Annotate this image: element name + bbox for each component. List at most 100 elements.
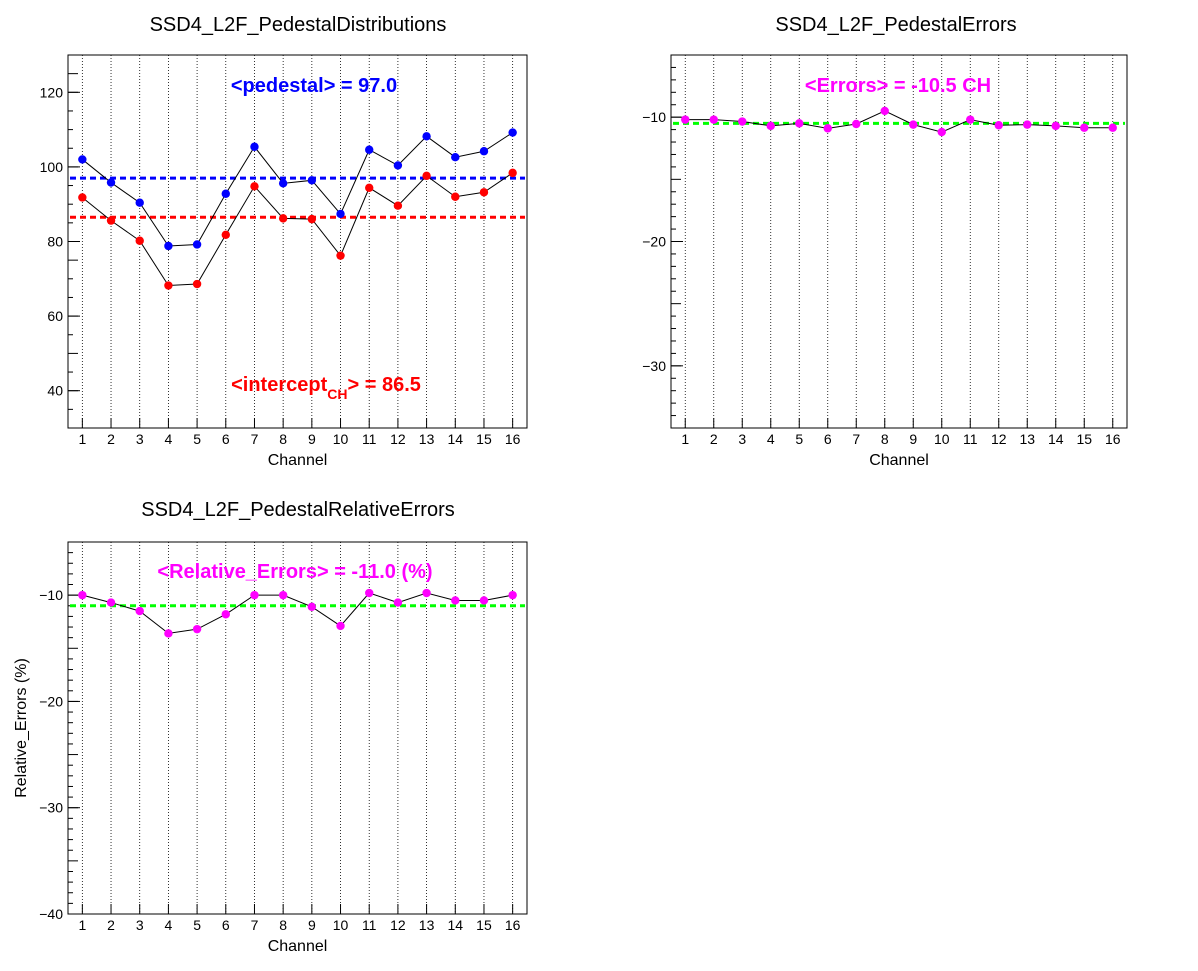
x-tick-label: 5	[795, 431, 803, 447]
x-tick-label: 2	[107, 917, 115, 933]
x-tick-label: 11	[963, 431, 978, 447]
annotation: <pedestal> = 97.0	[231, 75, 397, 97]
data-point	[393, 598, 403, 607]
data-point	[479, 188, 489, 197]
plot-frame	[670, 54, 1128, 429]
data-point	[78, 155, 87, 164]
x-tick-label: 3	[738, 431, 746, 447]
data-point	[278, 179, 288, 188]
x-tick-label: 13	[419, 431, 435, 447]
chart-title: SSD4_L2F_PedestalErrors	[775, 14, 1016, 36]
data-point	[135, 236, 144, 245]
data-point	[307, 176, 317, 185]
y-tick-label: −30	[39, 800, 63, 816]
y-tick-label: −20	[642, 234, 666, 250]
y-tick-label: −10	[39, 587, 63, 603]
annotation: <Errors> = -10.5 CH	[805, 75, 991, 97]
x-tick-label: 9	[308, 917, 316, 933]
x-tick-label: 12	[390, 917, 406, 933]
data-point	[1108, 123, 1117, 132]
data-point	[508, 128, 517, 137]
x-tick-label: 13	[1019, 431, 1035, 447]
x-tick-label: 6	[824, 431, 832, 447]
chart-title: SSD4_L2F_PedestalRelativeErrors	[141, 499, 455, 521]
data-point	[681, 115, 690, 124]
data-point	[278, 590, 288, 600]
data-point	[250, 142, 259, 151]
data-point	[479, 147, 489, 156]
data-point	[221, 189, 230, 198]
data-point	[365, 588, 374, 598]
y-tick-label: −40	[39, 906, 63, 922]
data-point	[336, 209, 345, 219]
series-line	[685, 110, 1113, 133]
x-tick-label: 4	[767, 431, 775, 447]
x-tick-label: 1	[681, 431, 689, 447]
x-axis-title: Channel	[268, 452, 328, 469]
data-point	[307, 214, 317, 224]
annotation: <Relative_Errors> = -11.0 (%)	[157, 561, 432, 583]
x-tick-label: 3	[136, 917, 144, 933]
x-tick-label: 13	[419, 917, 435, 933]
data-point	[451, 596, 460, 605]
x-tick-label: 16	[1105, 431, 1121, 447]
x-tick-label: 2	[710, 431, 718, 447]
data-point	[508, 590, 517, 600]
x-tick-label: 16	[505, 917, 521, 933]
plot-frame	[67, 541, 528, 915]
y-axis-title: Relative_Errors (%)	[13, 658, 30, 798]
x-tick-label: 11	[362, 431, 377, 447]
y-tick-label: 100	[40, 159, 64, 175]
annotation: <interceptCH> = 86.5	[231, 374, 421, 402]
data-point	[1023, 120, 1032, 129]
data-point	[221, 610, 230, 619]
x-tick-label: 10	[934, 431, 950, 447]
x-tick-label: 5	[193, 917, 201, 933]
x-tick-label: 4	[165, 431, 173, 447]
data-point	[221, 230, 230, 239]
data-point	[451, 192, 460, 201]
data-point	[135, 606, 144, 616]
x-tick-label: 15	[476, 917, 492, 933]
data-point	[365, 145, 374, 154]
data-point	[738, 117, 747, 126]
y-tick-label: −20	[39, 693, 63, 709]
data-point	[336, 621, 345, 631]
data-point	[966, 115, 975, 124]
x-tick-label: 12	[390, 431, 406, 447]
series-line	[82, 132, 513, 247]
x-tick-label: 7	[251, 917, 259, 933]
data-point	[1080, 123, 1089, 132]
y-tick-label: 80	[47, 234, 63, 250]
x-tick-label: 4	[165, 917, 173, 933]
data-point	[766, 121, 775, 131]
data-point	[250, 590, 259, 600]
x-tick-label: 10	[333, 431, 349, 447]
data-point	[795, 119, 804, 128]
data-point	[393, 201, 403, 210]
data-point	[336, 251, 345, 260]
x-tick-label: 1	[78, 431, 86, 447]
x-tick-label: 8	[881, 431, 889, 447]
x-tick-label: 6	[222, 431, 230, 447]
data-point	[909, 120, 918, 129]
x-tick-label: 10	[333, 917, 349, 933]
data-point	[106, 598, 116, 607]
data-point	[164, 281, 173, 290]
data-point	[106, 178, 116, 187]
data-point	[164, 629, 173, 638]
data-point	[422, 132, 431, 141]
x-tick-label: 14	[447, 917, 463, 933]
data-point	[192, 240, 202, 249]
data-point	[192, 279, 202, 289]
x-tick-label: 9	[308, 431, 316, 447]
data-point	[164, 241, 173, 251]
data-point	[709, 115, 718, 124]
data-point	[508, 168, 517, 178]
y-tick-label: −30	[642, 358, 666, 374]
x-tick-label: 6	[222, 917, 230, 933]
x-axis-title: Channel	[869, 452, 929, 469]
